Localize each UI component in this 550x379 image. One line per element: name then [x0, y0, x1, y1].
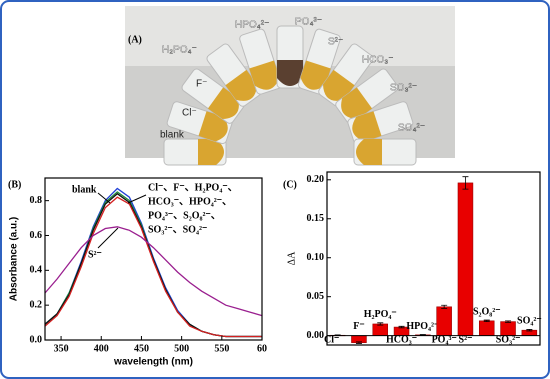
- y-tick-label: 0.10: [307, 252, 325, 263]
- photo-label: HPO₄²⁻: [235, 20, 269, 31]
- y-tick-label: 0.0: [30, 334, 43, 345]
- tube-liquid: [198, 111, 228, 142]
- error-bar: [377, 322, 384, 326]
- x-tick-label: 550: [214, 343, 229, 354]
- category-label: H₂PO₄⁻: [364, 309, 397, 320]
- tube-liquid: [207, 87, 239, 120]
- tube: [239, 28, 283, 95]
- tube-liquid: [300, 60, 331, 90]
- y-axis-label: Absorbance (a.u.): [9, 217, 20, 301]
- category-label: HCO₃⁻: [386, 334, 417, 345]
- category-label: SO₄²⁻: [517, 316, 542, 327]
- annotation: S²⁻: [88, 249, 102, 260]
- photo-label: blank: [160, 130, 185, 141]
- annotation: SO₃²⁻、SO₄²⁻: [148, 224, 207, 235]
- bar: [436, 306, 452, 336]
- plot-frame: [326, 171, 541, 346]
- x-tick-label: 400: [94, 343, 109, 354]
- tube-liquid: [341, 87, 373, 120]
- photo-label: S²⁻: [328, 37, 343, 48]
- y-axis-label: ΔA: [286, 251, 297, 265]
- category-label: F⁻: [353, 321, 364, 332]
- photo-label: Cl⁻: [182, 108, 197, 119]
- photo-label: SO₄²⁻: [398, 123, 425, 134]
- y-tick-label: 0.8: [30, 195, 43, 206]
- y-tick-label: 0.20: [307, 174, 325, 185]
- tube-liquid: [322, 69, 355, 101]
- bar: [457, 182, 474, 336]
- tube: [206, 43, 262, 107]
- tube: [297, 28, 341, 95]
- panel-label: (B): [8, 179, 21, 190]
- x-tick-label: 60: [257, 343, 267, 354]
- error-bar: [462, 176, 469, 190]
- x-axis-label: wavelength (nm): [113, 357, 193, 368]
- tube-liquid: [198, 139, 224, 165]
- arrow: [127, 194, 147, 204]
- error-bar: [398, 325, 405, 329]
- category-label: HPO₄²⁻: [406, 321, 439, 332]
- y-tick-label: 0.2: [30, 299, 43, 310]
- arrow: [97, 192, 111, 204]
- line: [44, 196, 262, 338]
- tube-liquid: [356, 139, 382, 165]
- tube: [353, 138, 417, 166]
- y-tick-label: 0.05: [307, 291, 325, 302]
- category-label: PO₄³⁻: [432, 334, 457, 345]
- tube: [276, 25, 304, 89]
- tube-liquid: [277, 60, 303, 86]
- y-tick-label: 0.4: [30, 265, 43, 276]
- error-bar: [526, 329, 533, 332]
- photo-label: SO₃²⁻: [390, 83, 417, 94]
- photo-label: PO₄³⁻: [295, 17, 322, 28]
- category-label: S₂O₈²⁻: [473, 306, 501, 317]
- annotation: blank: [72, 184, 97, 195]
- tube: [335, 68, 399, 124]
- tube: [181, 68, 245, 124]
- y-tick-label: 0.15: [307, 213, 325, 224]
- x-tick-label: 450: [134, 343, 149, 354]
- tube: [166, 101, 233, 145]
- annotation: HCO₃⁻、HPO₄²⁻、: [148, 196, 232, 207]
- annotation: Cl⁻、F⁻、H₂PO₄⁻、: [148, 182, 238, 193]
- panel-label: (C): [283, 179, 297, 190]
- plot-frame: [44, 177, 263, 341]
- arrow: [97, 227, 119, 249]
- category-label: S²⁻: [459, 334, 473, 345]
- tube-liquid: [225, 69, 258, 101]
- photo-label: HCO₃⁻: [362, 55, 394, 66]
- tube: [163, 138, 227, 166]
- category-label: SO₃²⁻: [496, 334, 521, 345]
- annotation: PO₄³⁻、S₂O₈²⁻、: [148, 210, 221, 221]
- x-tick-label: 350: [54, 343, 69, 354]
- category-label: Cl⁻: [324, 334, 339, 345]
- panel-label: (A): [128, 34, 142, 45]
- photo-label: F⁻: [196, 79, 207, 90]
- line: [44, 226, 263, 317]
- bar: [478, 320, 495, 336]
- tube: [318, 43, 374, 107]
- error-bar: [505, 320, 512, 323]
- y-tick-label: 0.00: [307, 330, 325, 341]
- tube-liquid: [249, 60, 280, 90]
- x-tick-label: 500: [174, 343, 189, 354]
- tubes: [163, 25, 417, 166]
- tube-liquid: [352, 111, 382, 142]
- error-bar: [441, 304, 448, 309]
- y-tick-label: 0.6: [30, 230, 43, 241]
- error-bar: [419, 334, 426, 336]
- photo-label: H₂PO₄⁻: [162, 45, 197, 56]
- error-bar: [483, 319, 490, 323]
- error-bar: [355, 341, 362, 344]
- tube: [347, 101, 414, 145]
